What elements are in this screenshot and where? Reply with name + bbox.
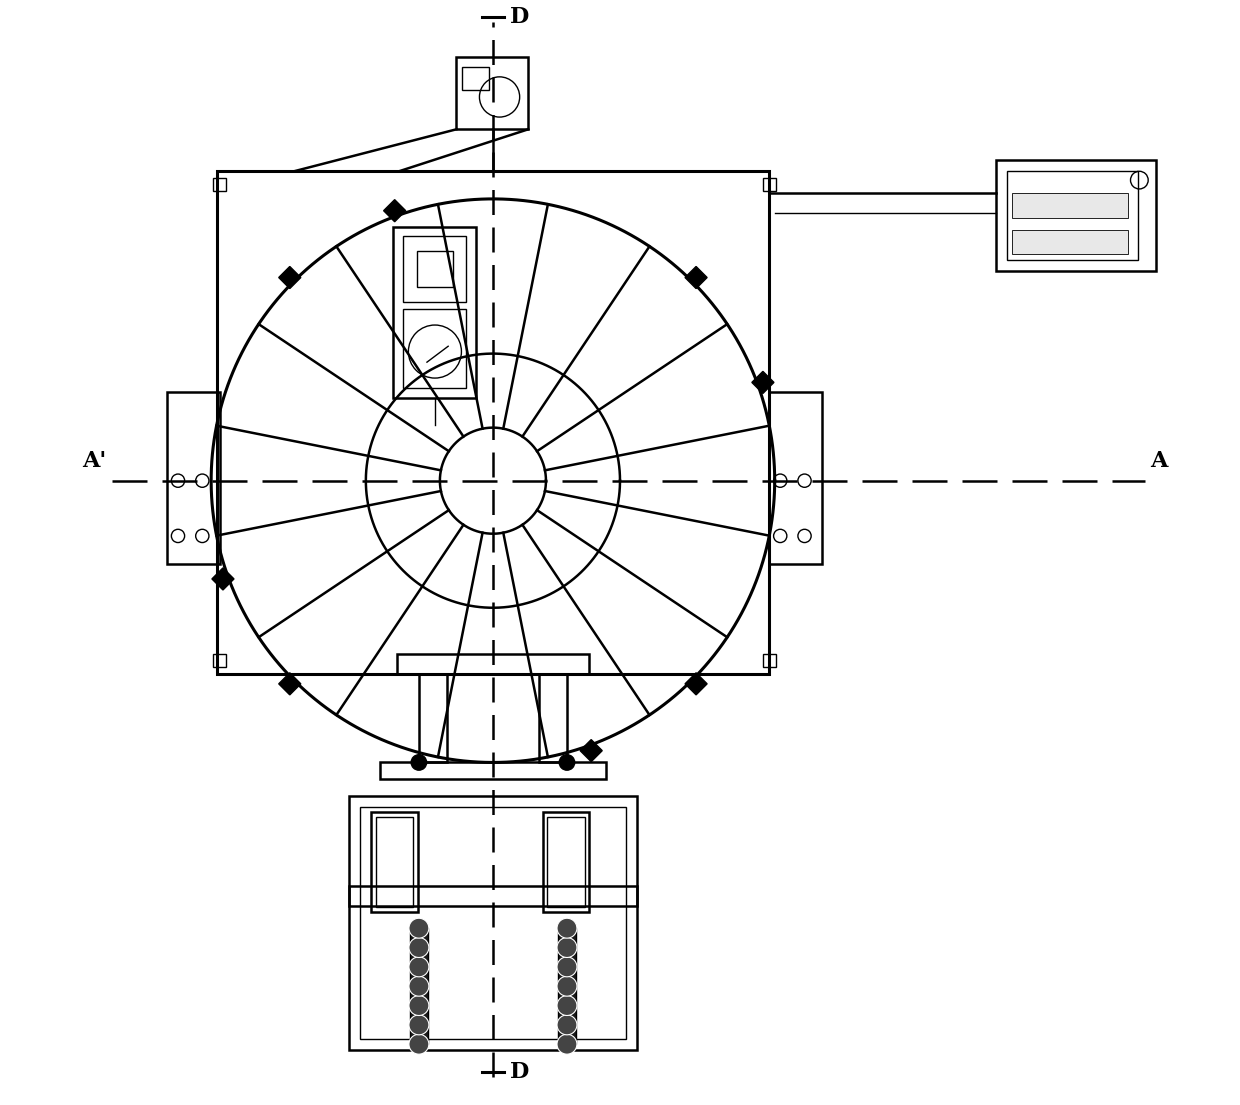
Polygon shape	[212, 568, 234, 590]
Bar	[769, 392, 822, 564]
Bar	[213, 178, 226, 191]
Polygon shape	[279, 266, 301, 288]
Circle shape	[409, 937, 429, 957]
Bar	[543, 812, 589, 912]
Polygon shape	[684, 673, 707, 695]
Bar	[167, 392, 219, 564]
Circle shape	[557, 918, 577, 938]
Bar	[381, 762, 605, 779]
Circle shape	[412, 755, 427, 770]
Polygon shape	[580, 739, 603, 761]
Circle shape	[409, 977, 429, 997]
Polygon shape	[684, 266, 707, 288]
Bar	[403, 236, 466, 302]
Bar	[456, 57, 528, 129]
Circle shape	[557, 1014, 577, 1034]
Bar	[397, 654, 589, 674]
Bar	[417, 251, 453, 287]
Bar	[1012, 193, 1127, 218]
Circle shape	[559, 755, 574, 770]
Polygon shape	[279, 673, 301, 695]
Circle shape	[409, 996, 429, 1015]
Bar	[371, 812, 418, 912]
Bar	[1012, 230, 1127, 254]
Circle shape	[557, 996, 577, 1015]
Circle shape	[557, 937, 577, 957]
Bar	[463, 66, 490, 90]
Bar	[350, 886, 636, 906]
Circle shape	[557, 957, 577, 977]
Bar	[763, 178, 776, 191]
Bar	[376, 817, 413, 907]
Bar	[1007, 171, 1138, 260]
Bar	[547, 817, 584, 907]
Circle shape	[557, 977, 577, 997]
Bar	[996, 160, 1156, 271]
Bar	[213, 654, 226, 667]
Bar	[410, 928, 428, 1044]
Text: D: D	[510, 1061, 528, 1083]
Bar	[419, 674, 446, 762]
Bar	[539, 674, 567, 762]
Bar	[350, 796, 636, 1050]
Bar	[763, 654, 776, 667]
Text: A: A	[1151, 450, 1168, 472]
Text: D: D	[510, 6, 528, 28]
Bar	[361, 807, 625, 1039]
Bar	[393, 227, 476, 398]
Polygon shape	[751, 371, 774, 393]
Text: A': A'	[82, 450, 107, 472]
Bar	[558, 928, 575, 1044]
Circle shape	[409, 1034, 429, 1054]
Polygon shape	[383, 200, 405, 222]
Bar	[403, 309, 466, 388]
Circle shape	[409, 1014, 429, 1034]
Circle shape	[409, 918, 429, 938]
Bar	[217, 171, 769, 674]
Circle shape	[557, 1034, 577, 1054]
Circle shape	[409, 957, 429, 977]
